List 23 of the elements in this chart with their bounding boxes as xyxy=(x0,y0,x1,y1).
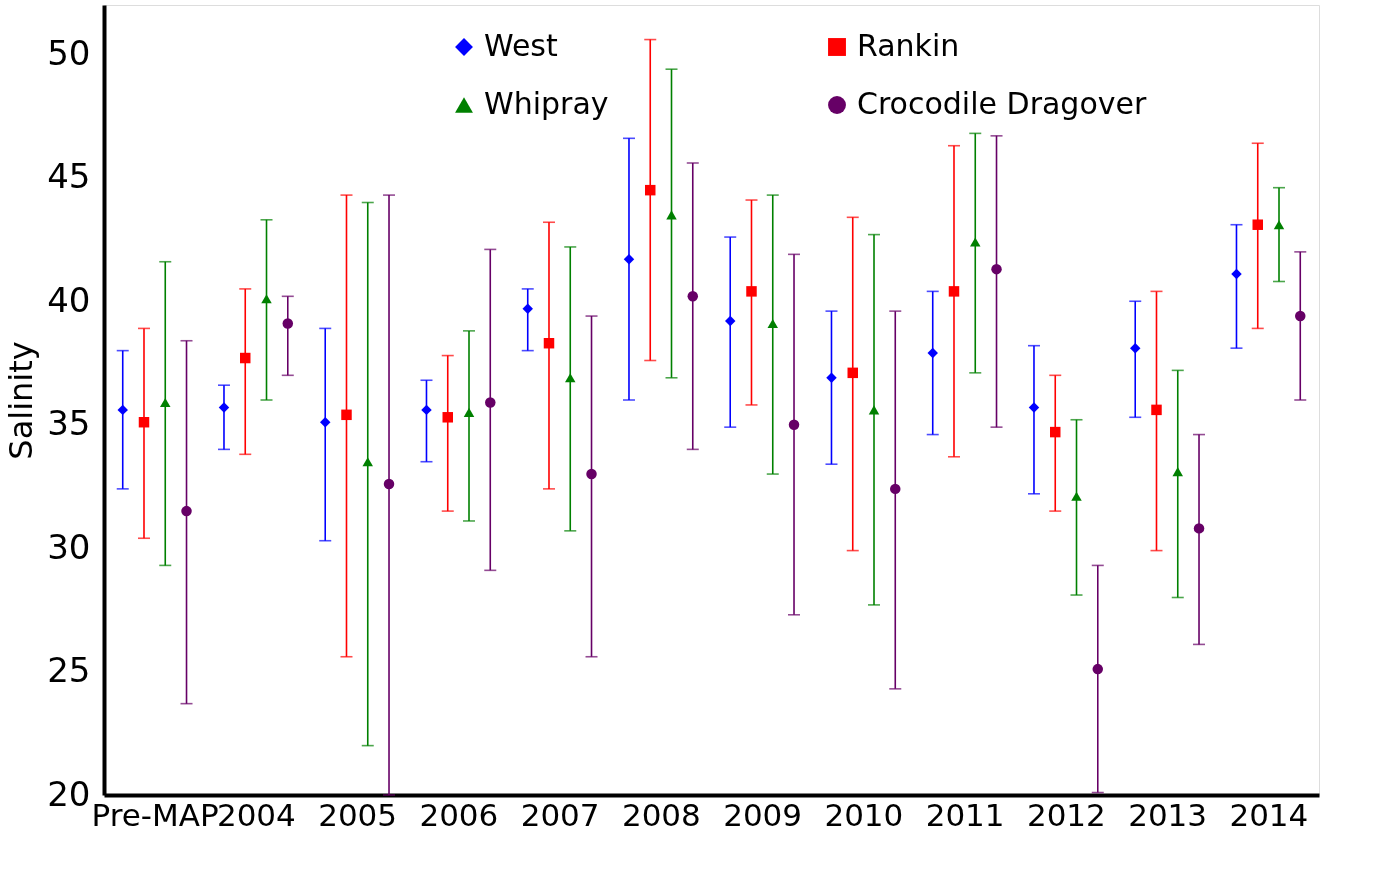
legend-label: Rankin xyxy=(857,28,960,63)
y-tick-label: 35 xyxy=(47,403,91,444)
y-tick-label: 40 xyxy=(47,279,91,320)
x-tick-label: 2011 xyxy=(925,796,1005,833)
x-tick-label: 2012 xyxy=(1026,796,1106,833)
y-axis-title: Salinity xyxy=(2,341,41,460)
y-tick-label: 25 xyxy=(47,650,91,691)
y-tick-label: 30 xyxy=(47,526,91,567)
legend-label: Crocodile Dragover xyxy=(857,86,1147,121)
y-tick-label: 20 xyxy=(47,773,91,814)
x-tick-label: 2014 xyxy=(1229,796,1309,833)
legend-label: Whipray xyxy=(484,86,609,121)
x-tick-label: 2013 xyxy=(1128,796,1208,833)
y-tick-label: 50 xyxy=(47,32,91,73)
x-tick-label: 2009 xyxy=(723,796,803,833)
x-tick-label: 2005 xyxy=(318,796,398,833)
legend-label: West xyxy=(484,28,558,63)
x-tick-label: 2010 xyxy=(824,796,904,833)
x-tick-label: 2008 xyxy=(621,796,701,833)
x-tick-label: Pre-MAP xyxy=(91,796,219,833)
y-tick-label: 45 xyxy=(47,156,91,197)
x-tick-label: 2007 xyxy=(520,796,600,833)
x-tick-label: 2006 xyxy=(419,796,499,833)
